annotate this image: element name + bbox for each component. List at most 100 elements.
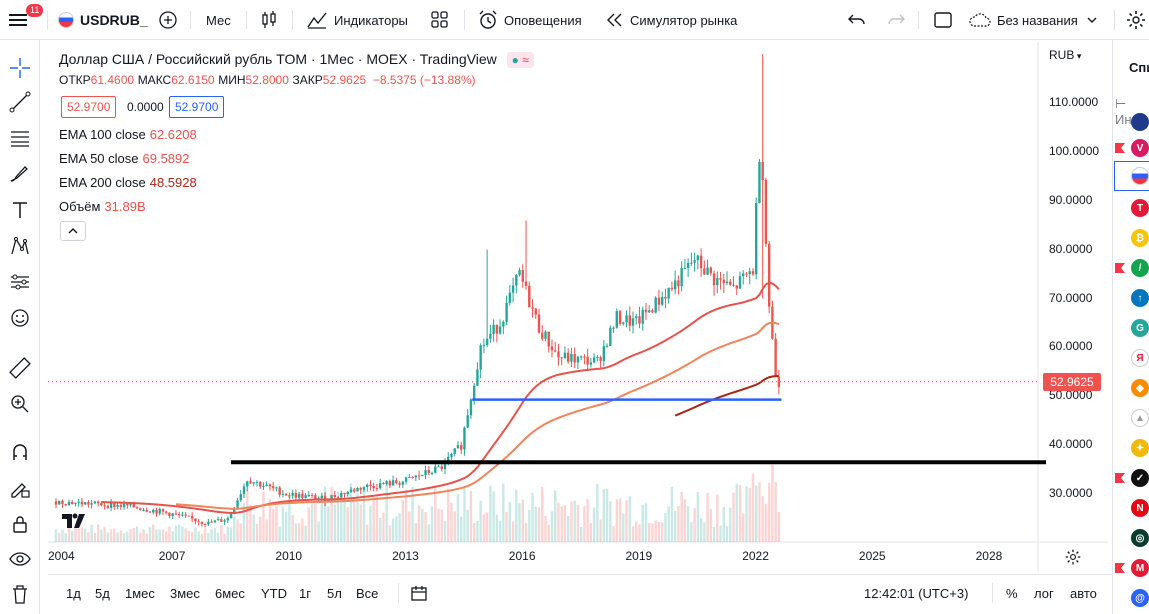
indicator-volume[interactable]: Объём 31.89B — [59, 199, 146, 214]
volume-bar — [349, 483, 353, 542]
flag-icon[interactable] — [1115, 563, 1125, 573]
watchlist-item-icon[interactable] — [1131, 113, 1149, 131]
range-button[interactable]: 1г — [299, 585, 311, 601]
clock-timezone[interactable]: 12:42:01 (UTC+3) — [864, 585, 969, 601]
flag-icon[interactable] — [1115, 263, 1125, 273]
ask-price-box[interactable]: 52.9700 — [169, 96, 225, 118]
trendline-tool[interactable] — [6, 88, 34, 116]
volume-bar — [579, 526, 583, 542]
replay-label: Симулятор рынка — [630, 12, 738, 28]
range-button[interactable]: 1мес — [125, 585, 155, 601]
undo-button[interactable] — [848, 0, 866, 40]
indicator-ema100[interactable]: EMA 100 close 62.6208 — [59, 127, 197, 142]
watchlist-item-icon[interactable]: / — [1131, 259, 1149, 277]
alerts-button[interactable]: Оповещения — [477, 0, 582, 40]
candle-body — [135, 507, 139, 509]
collapse-legend-button[interactable] — [60, 221, 86, 241]
candle-body — [93, 501, 97, 504]
candle-body — [145, 509, 148, 512]
watchlist-item-icon[interactable]: ◎ — [1131, 529, 1149, 547]
range-button[interactable]: 1д — [66, 585, 81, 601]
watchlist-item-icon[interactable]: ₿ — [1131, 229, 1149, 247]
indicator-name: EMA 50 close — [59, 151, 139, 166]
smiley-icon — [11, 309, 29, 327]
range-button[interactable]: 5д — [95, 585, 110, 601]
watchlist-item-selected[interactable] — [1114, 161, 1149, 191]
volume-bar — [83, 528, 87, 542]
candle-body — [589, 362, 593, 365]
range-button[interactable]: 6мес — [215, 585, 245, 601]
text-tool[interactable] — [6, 196, 34, 224]
trash-tool[interactable] — [6, 580, 34, 608]
crosshair-tool[interactable] — [6, 54, 34, 82]
replay-button[interactable]: Симулятор рынка — [606, 0, 737, 40]
fib-tool[interactable] — [6, 124, 34, 152]
high-label: МАКС — [137, 73, 172, 87]
volume-bar — [469, 490, 473, 542]
range-button[interactable]: Все — [356, 585, 379, 601]
candle-body — [554, 350, 557, 352]
redo-button[interactable] — [887, 0, 905, 40]
prediction-tool[interactable] — [6, 268, 34, 296]
range-button[interactable]: 5л — [327, 585, 342, 601]
watchlist-item-icon[interactable]: G — [1131, 319, 1149, 337]
layout-menu-button[interactable]: Без названия — [968, 0, 1098, 40]
zoom-tool[interactable] — [6, 390, 34, 418]
lock-tool[interactable] — [6, 510, 34, 538]
interval-button[interactable]: Мес — [206, 12, 231, 28]
candle-body — [116, 505, 119, 507]
watchlist-item-icon[interactable]: ↑ — [1131, 289, 1149, 307]
magnet-tool[interactable] — [6, 438, 34, 466]
fullscreen-button[interactable] — [933, 0, 953, 40]
volume-bar — [388, 525, 392, 542]
range-button[interactable]: 3мес — [170, 585, 200, 601]
flag-icon[interactable] — [1131, 167, 1149, 185]
settings-button[interactable] — [1125, 0, 1147, 40]
volume-bar — [476, 520, 479, 542]
watchlist-item-icon[interactable]: T — [1131, 199, 1149, 217]
chart-pane[interactable] — [48, 42, 1108, 572]
flag-icon[interactable] — [1115, 143, 1125, 153]
auto-scale-button[interactable]: авто — [1070, 585, 1097, 601]
watchlist-item-icon[interactable]: V — [1131, 139, 1149, 157]
date-range-button[interactable] — [410, 575, 428, 611]
lock-drawing-tool[interactable] — [6, 474, 34, 502]
bid-price-box[interactable]: 52.9700 — [61, 96, 117, 118]
candle-body — [223, 520, 226, 522]
price-chart[interactable] — [48, 42, 1108, 572]
menu-icon[interactable] — [8, 0, 30, 40]
volume-bar — [615, 499, 619, 542]
brush-tool[interactable] — [6, 160, 34, 188]
watchlist-item-icon[interactable]: Я — [1131, 349, 1149, 367]
emoji-tool[interactable] — [6, 304, 34, 332]
range-button[interactable]: YTD — [261, 585, 287, 601]
indicators-button[interactable]: Индикаторы — [306, 0, 408, 40]
log-scale-button[interactable]: лог — [1034, 585, 1054, 601]
flag-icon[interactable] — [1115, 473, 1125, 483]
indicator-ema200[interactable]: EMA 200 close 48.5928 — [59, 175, 197, 190]
percent-scale-button[interactable]: % — [1006, 585, 1018, 601]
axis-settings-button[interactable] — [1064, 548, 1082, 569]
watchlist-item-icon[interactable]: M — [1131, 559, 1149, 577]
compare-add-button[interactable] — [158, 0, 178, 40]
tradingview-logo[interactable] — [60, 508, 88, 532]
symbol-search-button[interactable]: USDRUB_ — [58, 0, 148, 40]
watchlist-item-icon[interactable]: ◆ — [1131, 379, 1149, 397]
watchlist-item-icon[interactable]: ▲ — [1131, 409, 1149, 427]
watchlist-item-icon[interactable]: ✦ — [1131, 439, 1149, 457]
candle-body — [430, 472, 434, 474]
watchlist-item-icon[interactable]: N — [1131, 499, 1149, 517]
pattern-tool[interactable] — [6, 232, 34, 260]
market-status-badge[interactable]: ● ≈ — [506, 52, 534, 69]
chart-type-button[interactable] — [260, 0, 278, 40]
templates-button[interactable] — [430, 0, 450, 40]
indicator-ema50[interactable]: EMA 50 close 69.5892 — [59, 151, 190, 166]
visibility-tool[interactable] — [6, 545, 34, 573]
watchlist-item-icon[interactable]: @ — [1131, 589, 1149, 607]
volume-bar — [77, 529, 80, 542]
watchlist-item-icon[interactable]: ✓ — [1131, 469, 1149, 487]
candle-body — [58, 500, 61, 505]
candle-body — [356, 487, 359, 492]
measure-tool[interactable] — [6, 354, 34, 382]
currency-dropdown[interactable]: RUB ▾ — [1049, 48, 1081, 62]
